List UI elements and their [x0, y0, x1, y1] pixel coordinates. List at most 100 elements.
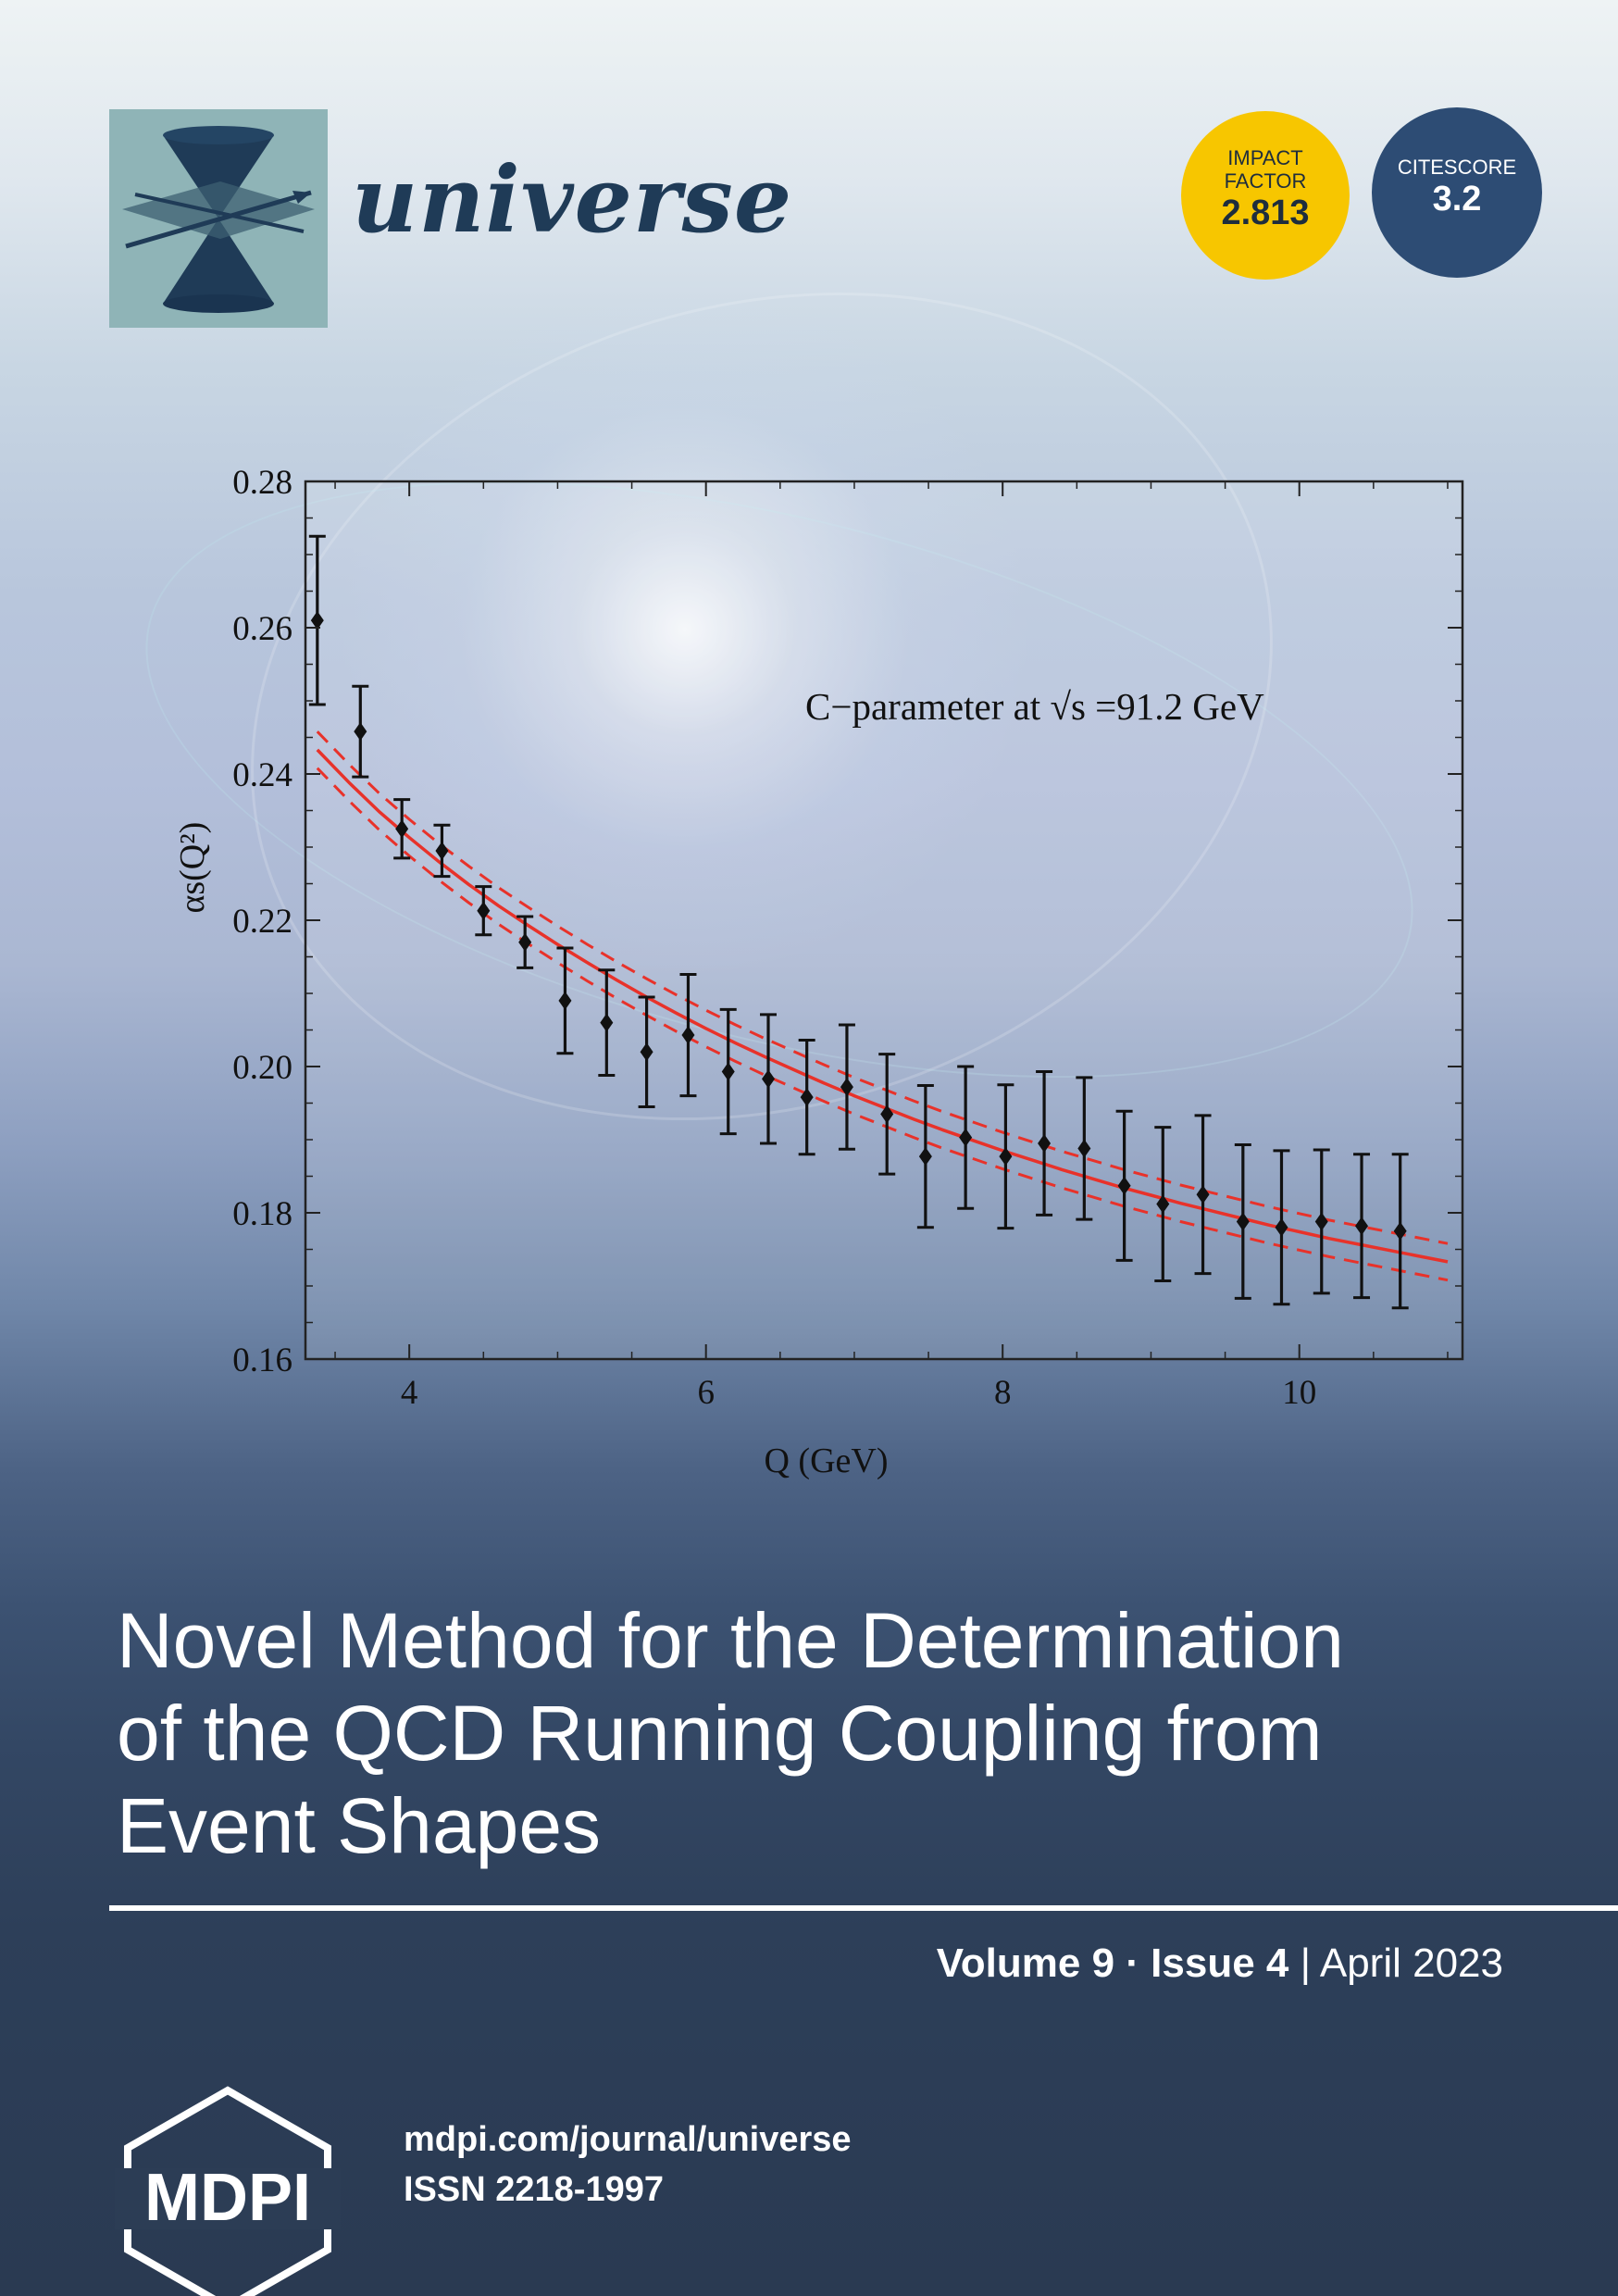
publisher-info: mdpi.com/journal/universe ISSN 2218-1997 [404, 2115, 852, 2215]
fit-curve [316, 748, 1449, 1264]
data-point [957, 1065, 975, 1210]
article-title: Novel Method for the Determination of th… [117, 1594, 1561, 1872]
plot-frame [304, 480, 1464, 1361]
impact-factor-value: 2.813 [1221, 193, 1310, 232]
point-marker [880, 1104, 894, 1124]
issn-label: ISSN 2218-1997 [404, 2170, 664, 2209]
y-tick-label: 0.18 [232, 1195, 292, 1233]
data-point [1154, 1126, 1172, 1282]
point-marker [1355, 1217, 1369, 1236]
point-marker [1196, 1185, 1210, 1204]
impact-factor-label: IMPACT [1227, 146, 1303, 169]
chart-annotation: C−parameter at √s =91.2 GeV [805, 685, 1264, 728]
point-marker [1117, 1176, 1131, 1195]
point-marker [1077, 1139, 1091, 1158]
data-point [916, 1084, 934, 1229]
point-marker [640, 1042, 653, 1062]
data-point [1076, 1076, 1093, 1221]
point-marker [918, 1147, 932, 1167]
point-marker [959, 1128, 973, 1147]
point-marker [1236, 1212, 1250, 1231]
point-marker [1393, 1221, 1407, 1241]
impact-factor-badge: IMPACT FACTOR 2.813 [1181, 111, 1350, 280]
impact-factor-label: FACTOR [1224, 169, 1307, 193]
data-point [1194, 1114, 1212, 1276]
point-marker [558, 991, 572, 1010]
issue-divider: | [1300, 1940, 1312, 1986]
data-point [433, 823, 451, 879]
data-point [878, 1053, 896, 1176]
point-marker [1275, 1217, 1288, 1237]
point-marker [1314, 1212, 1328, 1231]
issue-info: Volume 9 · Issue 4 | April 2023 [937, 1940, 1503, 1987]
data-point [1234, 1143, 1251, 1300]
citescore-label: CITESCORE [1397, 156, 1517, 179]
data-point [517, 915, 534, 969]
point-marker [681, 1026, 695, 1045]
data-point [719, 1007, 737, 1136]
y-tick-label: 0.22 [232, 903, 292, 941]
point-marker [435, 841, 449, 860]
data-point [1353, 1153, 1371, 1300]
y-tick-label: 0.28 [232, 464, 292, 502]
data-point [1313, 1148, 1330, 1295]
article-title-line: Novel Method for the Determination [117, 1597, 1344, 1684]
data-point [556, 946, 574, 1055]
point-marker [354, 722, 367, 742]
data-point [638, 995, 655, 1108]
citescore-badge: CITESCORE 3.2 [1372, 107, 1542, 278]
data-point [1273, 1149, 1290, 1306]
data-point [760, 1013, 777, 1145]
data-point [679, 972, 697, 1098]
y-axis-label: αs(Q²) [173, 822, 212, 914]
point-marker [518, 932, 532, 952]
alpha-s-chart: 0.16 0.18 0.20 0.22 0.24 0.26 0.28 4 6 8 10 C−para… [173, 464, 1464, 1480]
issue-separator: · [1126, 1940, 1139, 1986]
mdpi-logo-icon: MDPI [115, 2086, 341, 2296]
data-point [475, 885, 492, 937]
x-tick-label: 10 [1282, 1374, 1316, 1412]
point-marker [310, 611, 324, 630]
data-point [1391, 1153, 1409, 1310]
data-point [1036, 1070, 1053, 1217]
mdpi-logo-text: MDPI [144, 2161, 311, 2235]
point-marker [762, 1069, 775, 1089]
journal-logo-icon [109, 109, 328, 328]
data-point [1115, 1109, 1133, 1262]
data-point [598, 968, 616, 1077]
article-title-line: of the QCD Running Coupling from [117, 1690, 1323, 1777]
divider-rule [109, 1905, 1618, 1911]
point-marker [600, 1013, 614, 1032]
y-tick-label: 0.16 [232, 1341, 292, 1379]
journal-url[interactable]: mdpi.com/journal/universe [404, 2120, 852, 2159]
x-axis-label: Q (GeV) [764, 1441, 888, 1480]
fit-lower-band [316, 767, 1449, 1282]
article-title-line: Event Shapes [117, 1782, 602, 1869]
data-point [838, 1023, 855, 1151]
data-point [393, 798, 411, 860]
point-marker [477, 901, 491, 920]
citescore-value: 3.2 [1432, 180, 1482, 218]
x-tick-label: 4 [401, 1374, 418, 1412]
point-marker [800, 1088, 814, 1107]
point-marker [1038, 1133, 1052, 1153]
y-tick-label: 0.20 [232, 1049, 292, 1087]
data-point [798, 1039, 815, 1156]
data-point [997, 1083, 1014, 1230]
plot-background [305, 481, 1462, 1359]
fit-upper-band [316, 730, 1449, 1245]
data-point [308, 534, 326, 706]
point-marker [840, 1078, 853, 1097]
issue-date: April 2023 [1319, 1940, 1503, 1986]
data-point [352, 684, 369, 779]
volume-label: Volume 9 [936, 1940, 1115, 1986]
point-marker [1156, 1194, 1170, 1214]
x-tick-label: 6 [697, 1374, 715, 1412]
issue-label: Issue 4 [1151, 1940, 1289, 1986]
journal-name: universe [352, 147, 793, 254]
y-tick-label: 0.24 [232, 756, 292, 794]
y-tick-label: 0.26 [232, 610, 292, 648]
point-marker [721, 1062, 735, 1081]
point-marker [395, 819, 409, 839]
